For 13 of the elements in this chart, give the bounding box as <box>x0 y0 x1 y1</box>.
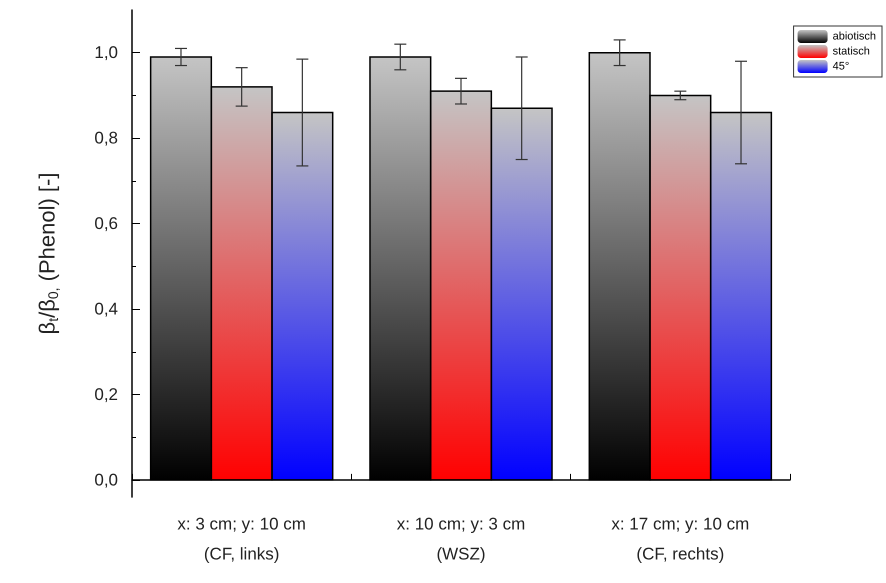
y-tick-label: 0,8 <box>94 128 118 148</box>
x-tick-label: x: 17 cm; y: 10 cm (CF, rechts) <box>611 514 750 564</box>
y-axis-title: βt/β0, (Phenol) [-] <box>34 172 61 334</box>
y-tick-label: 1,0 <box>94 43 118 62</box>
y-tick-label: 0,2 <box>94 384 118 404</box>
x-tick-label: x: 10 cm; y: 3 cm (WSZ) <box>396 514 526 564</box>
legend-label: abiotisch <box>832 30 876 42</box>
x-tick-label: x: 3 cm; y: 10 cm (CF, links) <box>177 514 306 564</box>
legend-label: 45° <box>832 60 850 72</box>
legend-label: statisch <box>832 46 870 58</box>
y-tick-label: 0,4 <box>94 300 118 319</box>
y-tick-label: 0,6 <box>94 214 118 234</box>
y-tick-label: 0,0 <box>94 470 118 490</box>
